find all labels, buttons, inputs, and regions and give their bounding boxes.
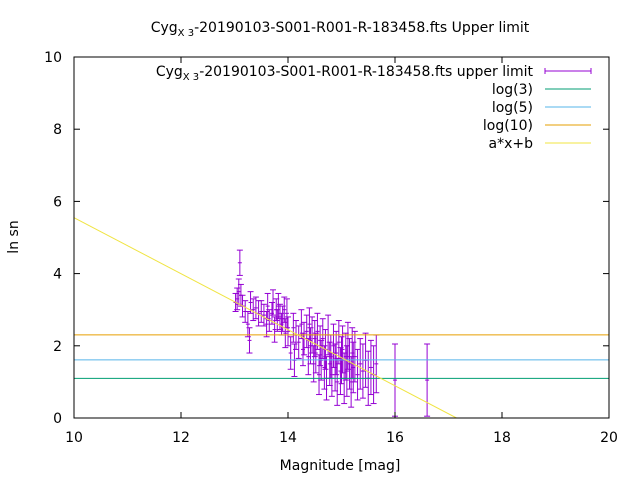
errorbar-point [359, 343, 366, 399]
x-tick-label: 20 [600, 430, 618, 446]
y-tick-label: 8 [53, 122, 62, 138]
legend-label: log(10) [483, 118, 533, 134]
plot-frame [73, 56, 610, 419]
errorbar-point [373, 334, 380, 394]
errorbar-point [392, 343, 398, 417]
plot-border [73, 56, 610, 419]
errorbar-point [317, 325, 324, 367]
errorbar-point [270, 289, 277, 316]
errorbar-point [250, 298, 257, 322]
legend-label: CygX 3-20190103-S001-R001-R-183458.fts u… [156, 64, 534, 83]
y-axis-label: ln sn [6, 220, 22, 253]
errorbar-point [287, 336, 294, 370]
legend-label: a*x+b [489, 136, 534, 152]
y-tick-label: 0 [53, 411, 62, 427]
errorbar-point [314, 312, 321, 350]
y-tick-label: 6 [53, 194, 62, 210]
errorbar-point [354, 348, 361, 401]
errorbar-point [246, 327, 253, 354]
errorbar-point [333, 330, 340, 376]
errorbar-point [274, 309, 281, 332]
x-axis-label: Magnitude [mag] [280, 458, 401, 474]
errorbar-point [424, 343, 431, 417]
chart-title: CygX 3-20190103-S001-R001-R-183458.fts U… [151, 20, 530, 39]
errorbar-point [295, 325, 302, 359]
errorbar-point [244, 311, 251, 338]
y-tick-label: 4 [53, 267, 62, 283]
legend: CygX 3-20190103-S001-R001-R-183458.fts u… [156, 64, 592, 152]
errorbar-point [281, 296, 288, 323]
x-tick-label: 10 [65, 430, 83, 446]
legend-label: log(3) [492, 82, 533, 98]
y-tick-label: 10 [44, 50, 62, 66]
errorbar-point [285, 316, 291, 347]
errorbar-point [305, 338, 312, 376]
x-tick-label: 12 [172, 430, 190, 446]
errorbar-point [357, 338, 364, 390]
errorbar-point [303, 314, 310, 349]
errorbar-point [260, 303, 267, 327]
errorbar-point [351, 330, 358, 383]
errorbar-point [282, 318, 289, 349]
series-4-line [74, 217, 457, 418]
x-tick-label: 16 [386, 430, 404, 446]
errorbar-point [236, 249, 243, 276]
errorbar-point [311, 320, 318, 358]
x-tick-label: 14 [279, 430, 297, 446]
errorbar-point [290, 312, 297, 343]
axis-ticks: 10 12 14 16 18 20 0 2 4 6 8 10 [44, 50, 618, 446]
legend-label: log(5) [492, 100, 533, 116]
x-tick-label: 18 [493, 430, 511, 446]
errorbar-point [306, 307, 313, 341]
errorbar-point [263, 311, 270, 338]
y-tick-label: 2 [53, 339, 62, 355]
errorbar-point [367, 339, 374, 396]
data-layer [74, 217, 609, 418]
errorbar-point [275, 292, 282, 320]
